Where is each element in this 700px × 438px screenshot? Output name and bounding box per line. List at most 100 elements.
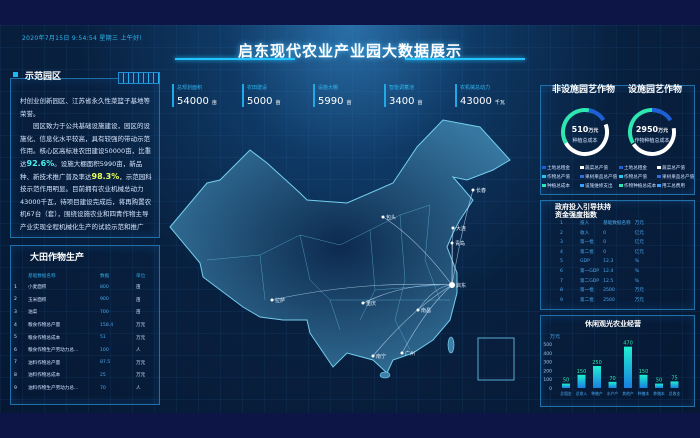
legend-item: 果树果品总产值	[580, 174, 618, 180]
table-cell: 第二批	[580, 297, 594, 303]
col-header: 单位	[136, 273, 146, 279]
city-dot	[361, 301, 365, 305]
table-cell: 7	[560, 278, 563, 284]
x-tick-label: 总租金	[560, 391, 572, 396]
table-cell: 粮食作物总成本	[28, 335, 61, 341]
south-sea-inset	[477, 337, 515, 381]
col-header: 基础数据名称	[28, 273, 56, 279]
table-cell: 万元	[136, 323, 146, 329]
table-cell: 万元	[136, 335, 146, 341]
stat-label: 设施大棚	[318, 85, 339, 91]
stat-label: 智能调蓄池	[389, 85, 415, 91]
table-cell: 51	[100, 335, 106, 341]
y-tick-label: 100	[543, 377, 552, 383]
table-row: 3 第一批 0 亿元	[560, 238, 649, 248]
bottom-bar	[0, 413, 700, 438]
table-cell: 2500	[603, 288, 615, 294]
city-label: 大连	[456, 225, 466, 232]
legend-left: 土地总租金 蔬菜总产值 作物总产值 果树果品总产值 种植总成本 设施维修支出	[542, 165, 618, 189]
flow-line	[451, 189, 474, 286]
stat-value: 5000 亩	[247, 96, 281, 107]
table-cell: 7	[14, 360, 17, 366]
table-row: 8 油料作物总成本 25 万元	[14, 369, 160, 382]
bar-value-label: 150	[639, 369, 649, 375]
title-line-left	[175, 58, 295, 60]
table-cell: 万元	[136, 373, 146, 379]
bar	[608, 381, 617, 388]
table-cell: 粮食作物总产量	[28, 323, 61, 329]
legend-item: 种植总成本	[542, 183, 580, 189]
y-axis-label: 万元	[550, 334, 560, 340]
legend-item: 作物总产值	[619, 174, 657, 180]
table-cell: 6	[560, 268, 563, 274]
stat-label: 农机械总动力	[460, 85, 491, 91]
bar-value-label: 50	[563, 378, 569, 384]
table-row: 9 油料作物生产劳动力总... 70 人	[14, 382, 160, 395]
table-cell: 基础数据名称	[603, 221, 631, 226]
field-crops-title: 大田作物生产	[30, 253, 85, 263]
table-cell: %	[634, 259, 640, 265]
legend-item: 设施维修支出	[580, 183, 618, 189]
x-tick-label: 总收支	[669, 391, 681, 396]
page-title: 启东现代农业产业园大数据展示	[237, 42, 462, 60]
city-label: 广州	[405, 350, 415, 357]
y-tick-label: 0	[549, 386, 552, 392]
table-cell: 万元	[634, 297, 644, 303]
table-cell: 25	[100, 372, 106, 378]
flow-line	[382, 216, 453, 286]
table-cell: 油料作物总产量	[28, 360, 61, 366]
table-cell: 玉米面积	[28, 297, 47, 303]
bar	[639, 374, 648, 388]
city-label: 南昌	[421, 307, 431, 314]
table-cell: 万元	[634, 288, 644, 294]
legend-item: 作物种植总成本	[619, 183, 657, 189]
table-cell: 亩	[136, 297, 141, 303]
table-cell: 投入	[580, 221, 590, 226]
title-line-right	[405, 58, 525, 60]
table-cell: 87.5	[100, 360, 111, 366]
bar	[577, 374, 586, 388]
y-tick-label: 500	[543, 342, 552, 348]
table-cell: 70	[100, 385, 106, 391]
legend-item: 作物总产值	[542, 174, 580, 180]
table-cell: 100	[100, 347, 109, 353]
intro-text: 村创业创新园区、江苏省永久性菜篮子基地等荣誉。 园区致力于公共基础设施建设，园区…	[20, 95, 155, 235]
table-cell: 1	[560, 221, 563, 226]
city-label: 拉萨	[275, 297, 285, 304]
table-cell: 第一批	[580, 240, 594, 246]
intro-text-a: 园区致力于公共基础设施建设，园区的设施化、信息化水平较高，具有较强的带动示范作用…	[20, 122, 152, 168]
china-outline	[169, 119, 511, 374]
table-cell: 第一批	[580, 288, 594, 294]
table-row: 5 GDP 12.3%	[560, 257, 649, 267]
table-cell: 亿元	[634, 230, 644, 236]
city-dot	[381, 215, 385, 219]
flow-line	[401, 284, 453, 354]
table-cell: 4	[560, 249, 563, 255]
table-cell: %	[634, 268, 640, 274]
facility-title: 设施园艺作物	[628, 85, 683, 95]
table-row: 3 油菜 700 亩	[14, 306, 160, 319]
table-row: 1 小麦面积 800 亩	[14, 281, 160, 294]
intro-panel	[10, 78, 160, 238]
x-tick-label: 总收入	[576, 391, 588, 396]
table-cell: 9	[560, 297, 563, 303]
intro-paragraph-1: 村创业创新园区、江苏省永久性菜篮子基地等荣誉。	[20, 97, 150, 118]
y-tick-label: 400	[543, 351, 552, 357]
table-cell: 9	[14, 385, 17, 391]
bar	[624, 346, 632, 388]
x-tick-label: 其他产	[622, 391, 634, 396]
table-cell: 2	[14, 297, 17, 303]
table-cell: 第一GDP	[580, 268, 600, 274]
table-cell: 第二GDP	[580, 278, 600, 284]
city-dot	[371, 354, 375, 358]
table-row: 2 玉米面积 900 亩	[14, 294, 160, 307]
table-row: 6 粮食作物生产劳动力总... 100 人	[14, 344, 160, 357]
stat-card: 总规划面积 54000 亩	[172, 84, 217, 107]
table-cell: 亿元	[634, 240, 644, 246]
legend-item: 土地总租金	[542, 165, 580, 171]
table-cell: 8	[14, 372, 17, 378]
legend-item: 果树果品总产值	[657, 174, 695, 180]
field-crops-table: 基础数据名称 数据 单位 1 小麦面积 800 亩 2 玉米面积 900 亩 3 油菜 700 亩 4 粮食作…	[14, 270, 160, 394]
table-row: 2 收入 0 亿元	[560, 229, 649, 239]
